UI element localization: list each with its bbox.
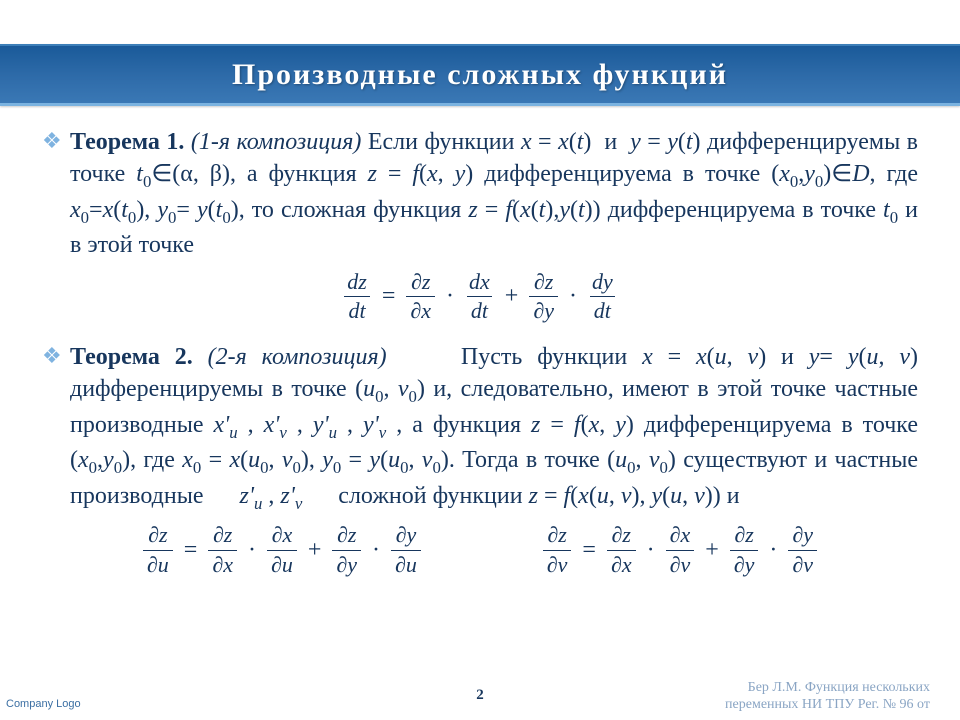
- theorem-1: ❖ Теорема 1. (1-я композиция) Если функц…: [42, 126, 918, 262]
- equation-1-content: dzdt = ∂z∂x · dxdt + ∂z∂y · dydt: [340, 270, 619, 323]
- equation-2-right: ∂z∂v = ∂z∂x · ∂x∂v + ∂z∂y · ∂y∂v: [540, 523, 820, 576]
- equation-2-left: ∂z∂u = ∂z∂x · ∂x∂u + ∂z∂y · ∂y∂u: [140, 523, 424, 576]
- slide-title: Производные сложных функций: [232, 58, 728, 92]
- footer-credit: Бер Л.М. Функция нескольких переменных Н…: [725, 680, 930, 714]
- theorem-2-text: Теорема 2. (2-я композиция) Пусть функци…: [70, 341, 918, 515]
- equation-2-row: ∂z∂u = ∂z∂x · ∂x∂u + ∂z∂y · ∂y∂u ∂z∂v = …: [42, 523, 918, 576]
- logo-placeholder: Company Logo: [6, 698, 81, 710]
- footer-credit-line2: переменных НИ ТПУ Рег. № 96 от: [725, 697, 930, 714]
- bullet-icon: ❖: [42, 130, 62, 152]
- theorem-2-label: Теорема 2.: [70, 344, 193, 370]
- theorem-1-composition: (1-я композиция): [191, 129, 362, 155]
- bullet-icon: ❖: [42, 345, 62, 367]
- page-number: 2: [476, 687, 484, 704]
- title-bar: Производные сложных функций: [0, 44, 960, 106]
- footer-credit-line1: Бер Л.М. Функция нескольких: [725, 680, 930, 697]
- top-blank-strip: [0, 0, 960, 44]
- equation-1: dzdt = ∂z∂x · dxdt + ∂z∂y · dydt: [42, 270, 918, 323]
- theorem-1-label: Теорема 1.: [70, 129, 184, 155]
- theorem-2-composition: (2-я композиция): [208, 344, 387, 370]
- theorem-1-text: Теорема 1. (1-я композиция) Если функции…: [70, 126, 918, 262]
- slide-content: ❖ Теорема 1. (1-я композиция) Если функц…: [0, 106, 960, 577]
- theorem-2: ❖ Теорема 2. (2-я композиция) Пусть функ…: [42, 341, 918, 515]
